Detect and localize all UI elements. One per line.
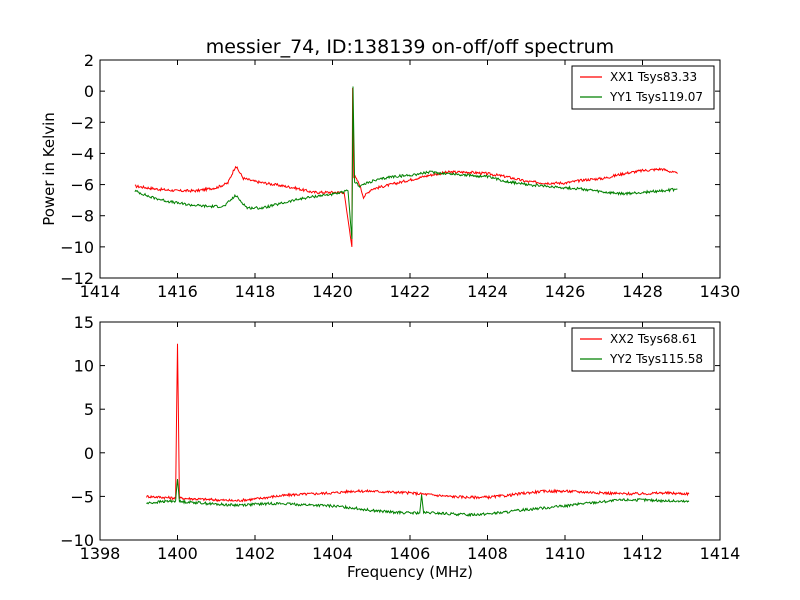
x-tick-label: 1430 bbox=[700, 282, 741, 301]
chart-title: messier_74, ID:138139 on-off/off spectru… bbox=[206, 36, 614, 58]
x-tick-label: 1414 bbox=[700, 544, 741, 563]
x-tick-label: 1420 bbox=[312, 282, 353, 301]
y-tick-label: 10 bbox=[74, 357, 94, 376]
y-tick-label: 15 bbox=[74, 313, 94, 332]
y-tick-label: −5 bbox=[70, 487, 94, 506]
x-axis-label: Frequency (MHz) bbox=[347, 563, 473, 581]
y-tick-label: 2 bbox=[84, 51, 94, 70]
legend-box bbox=[571, 65, 715, 110]
y-tick-label: −10 bbox=[60, 531, 94, 550]
x-tick-label: 1410 bbox=[545, 544, 586, 563]
x-tick-label: 1422 bbox=[390, 282, 431, 301]
series-line-2-2 bbox=[146, 478, 690, 518]
series-line-2-1 bbox=[146, 343, 690, 503]
y-tick-label: −2 bbox=[70, 113, 94, 132]
x-tick-label: 1398 bbox=[80, 544, 121, 563]
x-tick-label: 1408 bbox=[467, 544, 508, 563]
x-tick-label: 1400 bbox=[157, 544, 198, 563]
x-tick-label: 1424 bbox=[467, 282, 508, 301]
x-tick-label: 1412 bbox=[622, 544, 663, 563]
y-tick-label: −6 bbox=[70, 176, 94, 195]
legend-entry: YY1 Tsys119.07 bbox=[609, 90, 703, 104]
x-tick-label: 1402 bbox=[235, 544, 276, 563]
plots: 1414 1416 1418 1420 1422 1424 1426 1428 1430 −12 −… bbox=[40, 51, 740, 581]
x-tick-label: 1416 bbox=[157, 282, 198, 301]
y-tick-label: 0 bbox=[84, 444, 94, 463]
legend-entry: YY2 Tsys115.58 bbox=[609, 352, 703, 366]
y-tick-label: −10 bbox=[60, 238, 94, 257]
x-tick-label: 1426 bbox=[545, 282, 586, 301]
legend-box bbox=[571, 327, 715, 372]
y-axis-label: Power in Kelvin bbox=[40, 112, 58, 226]
legend: XX2 Tsys68.61 YY2 Tsys115.58 bbox=[571, 327, 715, 372]
plot-panel-1: 1414 1416 1418 1420 1422 1424 1426 1428 1430 −12 −… bbox=[40, 51, 740, 301]
legend: XX1 Tsys83.33 YY1 Tsys119.07 bbox=[571, 65, 715, 110]
series-line-1-2 bbox=[134, 86, 678, 240]
x-tick-label: 1404 bbox=[312, 544, 353, 563]
y-tick-label: 5 bbox=[84, 400, 94, 419]
series-line-1-1 bbox=[134, 87, 678, 247]
x-tick-label: 1428 bbox=[622, 282, 663, 301]
legend-entry: XX1 Tsys83.33 bbox=[610, 70, 697, 84]
legend-entry: XX2 Tsys68.61 bbox=[610, 332, 697, 346]
y-tick-label: −8 bbox=[70, 207, 94, 226]
y-tick-label: −4 bbox=[70, 144, 94, 163]
y-tick-label: 0 bbox=[84, 82, 94, 101]
plot-panel-2: 1398 1400 1402 1404 1406 1408 1410 1412 1414 −10 −… bbox=[60, 313, 740, 581]
x-tick-label: 1406 bbox=[390, 544, 431, 563]
x-tick-label: 1414 bbox=[80, 282, 121, 301]
y-tick-label: −12 bbox=[60, 269, 94, 288]
x-tick-label: 1418 bbox=[235, 282, 276, 301]
